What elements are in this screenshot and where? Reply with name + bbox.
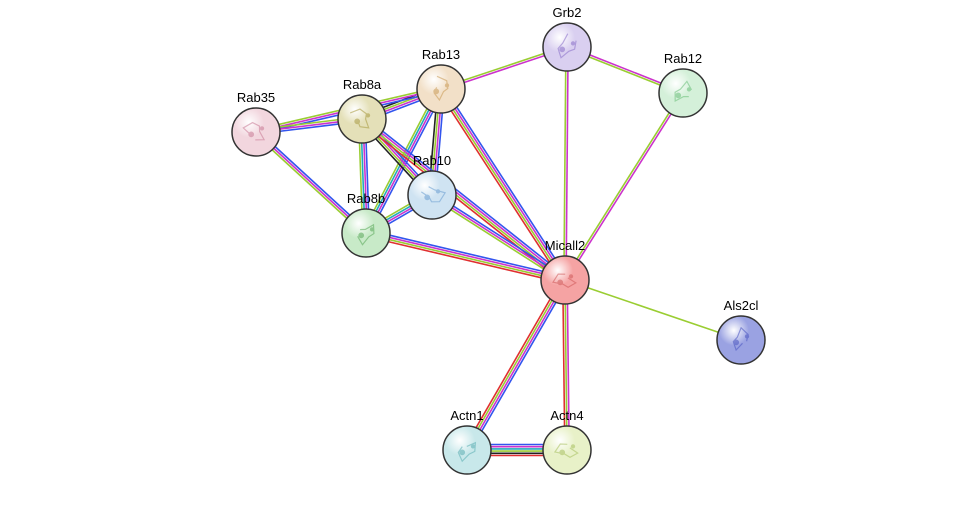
edge-Micall2-Actn1 (480, 301, 554, 429)
node-label-Micall2: Micall2 (545, 238, 585, 253)
node-Actn4[interactable]: Actn4 (543, 408, 591, 474)
edge-Grb2-Rab12 (590, 55, 661, 83)
node-label-Rab8b: Rab8b (347, 191, 385, 206)
node-Rab8a[interactable]: Rab8a (338, 77, 386, 143)
node-label-Actn4: Actn4 (550, 408, 583, 423)
node-Rab13[interactable]: Rab13 (417, 47, 465, 113)
node-label-Grb2: Grb2 (553, 5, 582, 20)
node-label-Actn1: Actn1 (450, 408, 483, 423)
edge-Micall2-Actn1 (478, 300, 552, 428)
node-Grb2[interactable]: Grb2 (543, 5, 591, 71)
edge-Micall2-Actn1 (476, 299, 550, 427)
edge-Rab13-Micall2 (457, 107, 555, 258)
node-label-Rab12: Rab12 (664, 51, 702, 66)
network-graph: Grb2 Rab13 Rab12 Rab8a Rab35 Rab10 Rab8b Micall… (0, 0, 975, 509)
edge-Grb2-Rab13 (464, 56, 544, 83)
edge-Rab35-Rab8b (275, 147, 350, 216)
edge-Rab12-Micall2 (577, 113, 669, 259)
node-Rab10[interactable]: Rab10 (408, 153, 456, 219)
node-label-Rab13: Rab13 (422, 47, 460, 62)
edge-Rab12-Micall2 (579, 114, 671, 260)
node-Als2cl[interactable]: Als2cl (717, 298, 765, 364)
edge-Micall2-Actn1 (482, 302, 556, 430)
node-Rab35[interactable]: Rab35 (232, 90, 280, 156)
edge-Grb2-Rab12 (589, 57, 660, 85)
node-label-Rab10: Rab10 (413, 153, 451, 168)
node-Rab12[interactable]: Rab12 (659, 51, 707, 117)
edge-Rab8a-Micall2 (381, 133, 546, 264)
edge-Rab35-Rab8b (274, 148, 349, 217)
node-label-Rab35: Rab35 (237, 90, 275, 105)
node-label-Als2cl: Als2cl (724, 298, 759, 313)
node-Micall2[interactable]: Micall2 (541, 238, 589, 304)
edge-Grb2-Micall2 (566, 71, 568, 256)
node-label-Rab8a: Rab8a (343, 77, 382, 92)
edge-Rab35-Rab8b (272, 150, 347, 219)
edge-Micall2-Als2cl (588, 288, 719, 333)
edge-Grb2-Micall2 (564, 71, 566, 256)
node-Rab8b[interactable]: Rab8b (342, 191, 390, 257)
edge-Grb2-Rab13 (463, 54, 543, 81)
